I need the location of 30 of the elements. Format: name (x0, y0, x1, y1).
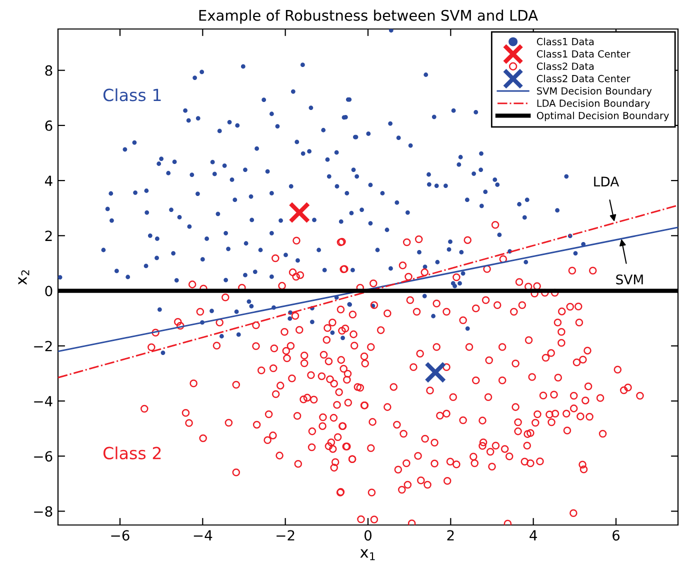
legend-label: LDA Decision Boundary (537, 99, 650, 109)
y-tick-label: 4 (44, 176, 52, 186)
x-tick-label: 6 (612, 530, 620, 541)
x-tick-label: −4 (194, 530, 212, 540)
y-tick-label: −6 (34, 451, 52, 462)
y-tick-label: −8 (34, 506, 52, 517)
legend-label: Class2 Data (536, 62, 594, 70)
y-tick-label: −2 (34, 340, 52, 352)
legend-label: Class1 Data Center (536, 50, 630, 58)
y-axis-title: x$_{2}$ (18, 270, 30, 285)
y-tick-label: 2 (45, 230, 52, 241)
x-tick-label: 0 (364, 530, 372, 541)
annotation: LDA (594, 176, 620, 186)
annotation: SVM (616, 274, 643, 284)
x-axis-title: x$_{1}$ (360, 549, 375, 560)
legend-label: Class2 Data Center (536, 74, 630, 82)
annotation: Class 1 (103, 88, 161, 102)
legend-label: Optimal Decision Boundary (536, 112, 669, 122)
annotation: Class 2 (103, 446, 161, 460)
y-tick-label: −4 (34, 396, 52, 406)
y-tick-label: 0 (45, 286, 52, 296)
x-tick-label: −2 (276, 530, 294, 540)
legend-label: Class1 Data (536, 38, 594, 46)
x-tick-label: 2 (447, 530, 454, 540)
chart-title: Example of Robustness between SVM and LDA (199, 10, 538, 24)
x-tick-label: −6 (111, 530, 130, 541)
x-tick-label: 4 (530, 530, 537, 540)
y-tick-label: 6 (45, 120, 52, 131)
y-tick-label: 8 (45, 65, 52, 76)
legend-label: SVM Decision Boundary (537, 87, 652, 96)
